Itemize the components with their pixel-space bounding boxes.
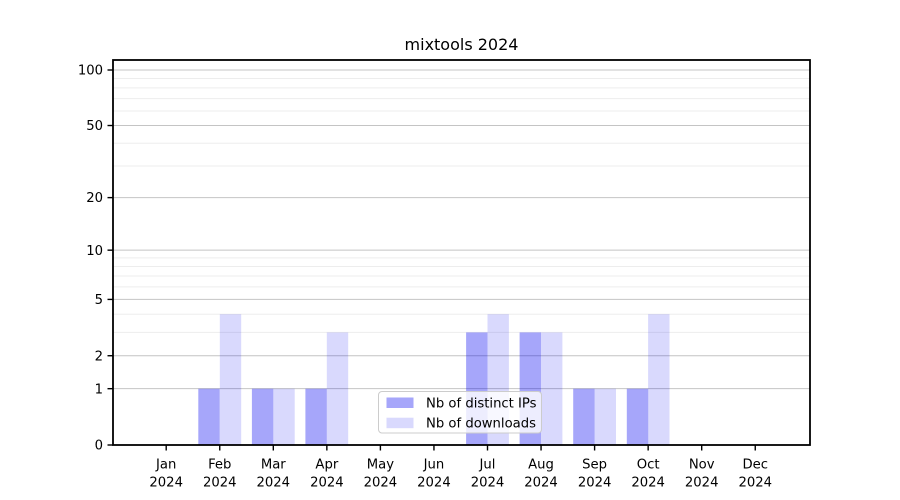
- y-tick-label: 5: [95, 293, 103, 308]
- x-tick-label-year: 2024: [631, 476, 665, 491]
- x-tick-label-month: Jul: [479, 458, 496, 473]
- legend-box: [378, 391, 542, 434]
- x-tick-label-year: 2024: [257, 476, 291, 491]
- x-tick-label-year: 2024: [578, 476, 612, 491]
- y-tick-label: 10: [86, 244, 103, 259]
- legend-swatch-downloads: [386, 417, 414, 429]
- x-tick-label-month: May: [367, 458, 394, 473]
- legend-label-downloads: Nb of downloads: [426, 417, 536, 432]
- x-tick-label-year: 2024: [471, 476, 505, 491]
- x-tick-label-year: 2024: [364, 476, 398, 491]
- x-tick-label-month: Oct: [637, 458, 660, 473]
- y-tick-label: 2: [95, 349, 103, 364]
- plot-border: [112, 59, 811, 446]
- x-tick-label-month: Sep: [582, 458, 607, 473]
- bar-oct-distinct-ips: [626, 388, 649, 445]
- x-tick-label-month: Nov: [689, 458, 715, 473]
- bar-aug-downloads: [541, 332, 563, 445]
- legend-swatch-distinct-ips: [386, 397, 414, 408]
- x-tick-label-month: Aug: [528, 458, 554, 473]
- x-tick-label-month: Jun: [423, 458, 445, 473]
- y-tick-label: 1: [95, 382, 103, 397]
- x-tick-label-year: 2024: [738, 476, 772, 491]
- y-tick-label: 0: [95, 439, 103, 454]
- x-tick-label-month: Mar: [261, 458, 286, 473]
- bar-sep-distinct-ips: [573, 388, 595, 445]
- bar-sep-downloads: [594, 388, 616, 445]
- x-tick-label-year: 2024: [203, 476, 237, 491]
- y-tick-label: 100: [78, 64, 103, 79]
- x-tick-label-month: Feb: [208, 458, 231, 473]
- bar-mar-downloads: [273, 388, 295, 445]
- bar-feb-distinct-ips: [198, 388, 220, 445]
- bar-apr-distinct-ips: [305, 388, 327, 445]
- x-tick-label-month: Dec: [742, 458, 768, 473]
- x-tick-label-month: Jan: [155, 458, 176, 473]
- x-tick-label-year: 2024: [685, 476, 719, 491]
- bar-oct-downloads: [648, 314, 670, 445]
- x-tick-label-year: 2024: [417, 476, 451, 491]
- bar-feb-downloads: [219, 314, 242, 445]
- y-tick-label: 50: [86, 119, 103, 134]
- chart-title: mixtools 2024: [405, 35, 519, 54]
- x-tick-label-year: 2024: [310, 476, 344, 491]
- x-tick-label-year: 2024: [149, 476, 183, 491]
- legend-label-distinct-ips: Nb of distinct IPs: [426, 396, 537, 411]
- x-tick-label-month: Apr: [315, 458, 338, 473]
- y-tick-label: 20: [86, 191, 103, 206]
- bar-apr-downloads: [326, 332, 349, 445]
- bar-mar-distinct-ips: [251, 388, 274, 445]
- x-tick-label-year: 2024: [524, 476, 558, 491]
